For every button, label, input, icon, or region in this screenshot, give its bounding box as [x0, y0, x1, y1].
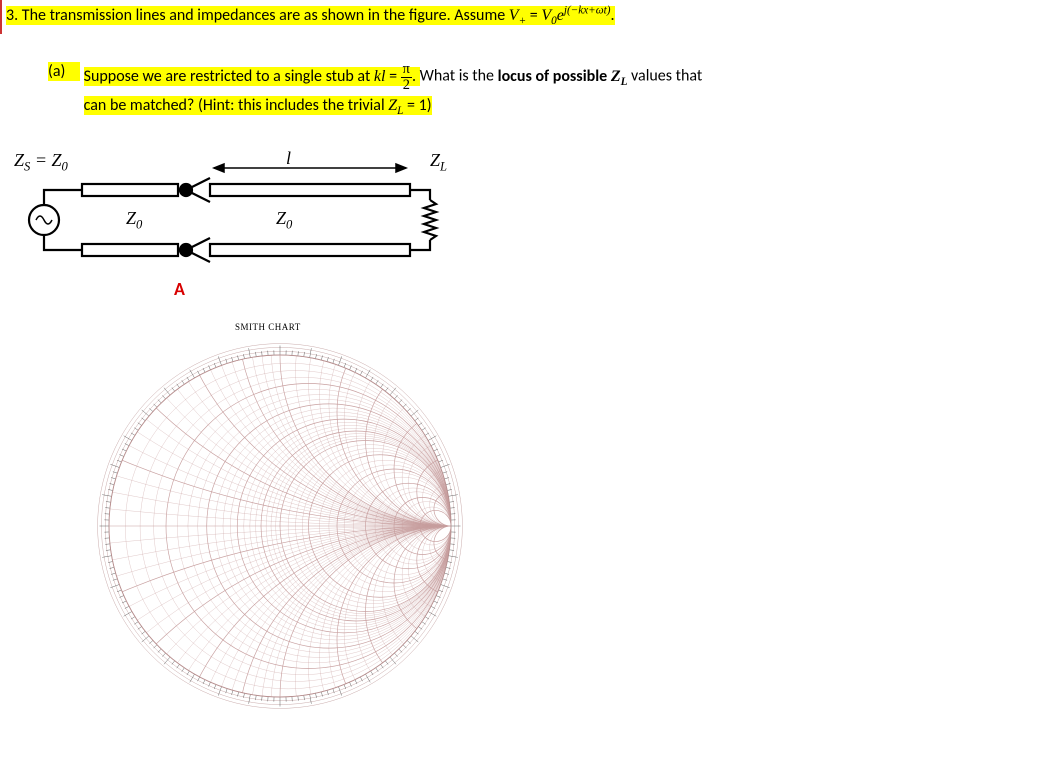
part-a-end1: values that — [627, 67, 702, 86]
part-a-post: What is the — [420, 67, 498, 86]
part-a: (a) Suppose we are restricted to a singl… — [0, 62, 1055, 121]
q-number: 3. — [6, 6, 18, 25]
smith-chart: SMITH CHART — [60, 320, 500, 720]
ZL-trivial: ZL — [388, 97, 403, 114]
part-a-eq: = — [385, 67, 400, 86]
eq-rhs: V0ej(−kx+ωt) — [541, 7, 610, 24]
smith-title: SMITH CHART — [235, 322, 301, 332]
circuit-diagram: ZS = Z0 l ZL Z0 Z0 A — [14, 150, 474, 320]
pi-over-2: π2 — [401, 62, 412, 92]
part-a-pre: Suppose we are restricted to a single st… — [84, 67, 374, 86]
after-frac: . — [412, 67, 416, 86]
kl: kl — [374, 68, 386, 85]
eq-eq: = — [530, 6, 542, 25]
eq-one: = 1) — [403, 96, 431, 115]
q-text: The transmission lines and impedances ar… — [22, 6, 509, 25]
part-a-label: (a) — [48, 62, 80, 81]
smith-svg — [90, 336, 470, 716]
question-line: 3. The transmission lines and impedances… — [0, 0, 1055, 34]
circuit-svg — [14, 150, 474, 320]
q-period: . — [610, 6, 614, 25]
locus-bold: locus of possible ZL — [498, 67, 628, 86]
part-a-line2pre: can be matched? (Hint: this includes the… — [84, 96, 389, 115]
part-a-body: Suppose we are restricted to a single st… — [84, 62, 1024, 121]
eq-Vplus: V+ — [509, 7, 526, 24]
